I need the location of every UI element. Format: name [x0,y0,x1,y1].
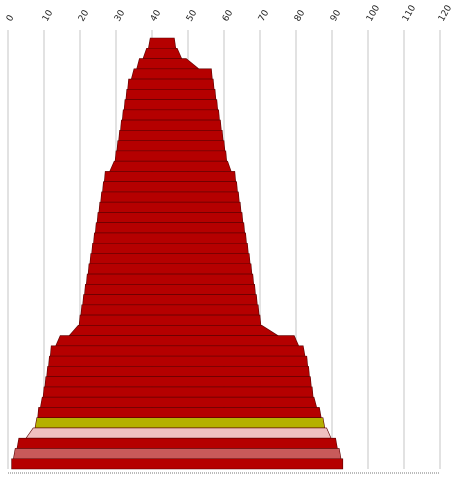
band-27 [80,304,260,316]
band-28 [78,314,262,326]
band-30 [55,335,300,347]
x-tick-label-110: 110 [401,3,418,23]
band-41 [13,448,342,460]
band-23 [87,263,253,275]
band-31 [49,345,306,357]
band-18 [96,212,244,224]
band-13 [109,160,232,172]
band-9 [120,119,222,131]
band-7 [123,99,219,111]
band-34 [44,376,312,388]
band-1 [148,37,177,49]
band-6 [125,89,217,100]
band-22 [89,253,251,265]
band-35 [42,386,314,398]
chart-bands [11,37,344,470]
band-37 [37,407,322,418]
band-12 [114,150,228,162]
band-19 [94,222,246,234]
x-axis-tick-labels: 0 10 20 30 40 50 60 70 80 90 100 110 120 [5,3,452,23]
band-20 [93,232,247,244]
band-25 [84,283,256,295]
x-tick-label-20: 20 [77,8,92,23]
band-4 [130,68,213,80]
x-tick-label-10: 10 [41,8,56,23]
x-tick-label-70: 70 [257,8,272,23]
x-tick-label-30: 30 [113,8,128,23]
band-17 [98,201,242,213]
band-3 [136,58,200,70]
band-10 [118,130,224,141]
band-15 [102,181,238,193]
band-32 [48,355,309,367]
x-tick-label-60: 60 [221,8,236,23]
x-tick-label-50: 50 [185,8,200,23]
band-24 [85,273,255,285]
x-tick-label-90: 90 [329,8,344,23]
band-16 [100,191,240,203]
band-40 [16,437,338,449]
x-tick-label-120: 120 [437,3,452,23]
band-42 [11,458,344,470]
band-36 [40,396,318,408]
band-38 [34,417,326,429]
band-8 [121,109,220,121]
band-29 [68,325,280,336]
band-21 [91,242,249,254]
band-2 [142,47,183,59]
x-tick-label-80: 80 [293,8,308,23]
band-5 [127,78,215,90]
band-33 [46,366,310,377]
band-26 [82,294,258,306]
x-tick-label-100: 100 [365,3,382,23]
band-14 [103,171,237,182]
band-39 [25,427,332,439]
x-tick-label-40: 40 [149,8,164,23]
band-11 [116,140,226,152]
x-tick-label-0: 0 [5,13,17,23]
